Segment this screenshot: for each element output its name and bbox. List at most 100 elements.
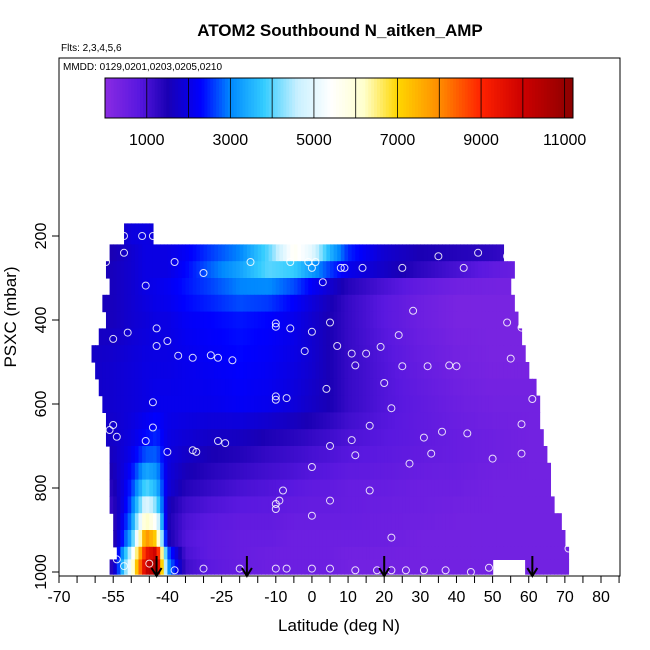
heatmap-cell <box>384 479 389 497</box>
heatmap-cell <box>261 278 266 296</box>
heatmap-cell <box>304 378 309 397</box>
heatmap-cell <box>416 311 421 329</box>
heatmap-cell <box>210 311 215 329</box>
heatmap-cell <box>434 294 439 313</box>
heatmap-cell <box>290 261 295 279</box>
heatmap-cell <box>228 362 234 380</box>
heatmap-cell <box>434 395 439 413</box>
heatmap-cell <box>290 412 295 430</box>
heatmap-cell <box>254 546 259 560</box>
heatmap-cell <box>113 378 118 397</box>
heatmap-cell <box>405 446 411 464</box>
heatmap-cell <box>138 378 143 397</box>
heatmap-cell <box>445 546 450 560</box>
heatmap-cell <box>203 311 208 329</box>
heatmap-cell <box>290 294 295 313</box>
sample-point <box>380 379 389 387</box>
colorbar-segment <box>461 78 466 118</box>
heatmap-cell <box>272 479 277 497</box>
colorbar-segment <box>260 78 264 118</box>
heatmap-cell <box>156 479 161 497</box>
heatmap-cell <box>171 479 176 497</box>
heatmap-cell <box>189 412 194 430</box>
colorbar-segment <box>245 78 249 118</box>
heatmap-cell <box>481 429 486 447</box>
colorbar-segment <box>119 78 124 118</box>
heatmap-cell <box>369 278 374 296</box>
heatmap-cell <box>460 462 465 481</box>
sample-point <box>362 349 371 358</box>
heatmap-cell <box>189 429 194 447</box>
heatmap-cell <box>423 462 429 481</box>
heatmap-cell <box>246 429 252 447</box>
heatmap-cell <box>427 513 432 531</box>
heatmap-cell <box>185 278 190 296</box>
heatmap-cell <box>98 345 103 363</box>
heatmap-cell <box>257 429 262 447</box>
heatmap-cell <box>156 530 161 548</box>
heatmap-cell <box>315 479 320 497</box>
heatmap-cell <box>348 345 353 363</box>
heatmap-cell <box>221 559 226 575</box>
heatmap-cell <box>142 328 147 346</box>
sample-point <box>188 446 197 455</box>
heatmap-cell <box>243 429 248 447</box>
heatmap-cell <box>456 412 461 430</box>
heatmap-cell <box>210 378 215 397</box>
heatmap-cell <box>207 395 212 413</box>
heatmap-cell <box>398 244 403 262</box>
heatmap-cell <box>420 462 425 481</box>
heatmap-cell <box>362 479 367 497</box>
heatmap-cell <box>131 311 136 329</box>
heatmap-cell <box>355 530 360 548</box>
heatmap-cell <box>185 546 190 560</box>
heatmap-cell <box>525 462 530 481</box>
sample-point <box>307 263 316 272</box>
heatmap-cell <box>301 429 306 447</box>
heatmap-cell <box>189 294 194 313</box>
heatmap-cell <box>196 412 201 430</box>
heatmap-cell <box>499 328 505 346</box>
colorbar-segment <box>154 78 159 118</box>
colorbar-segment <box>534 78 539 118</box>
colorbar-segment <box>242 78 246 118</box>
heatmap-cell <box>225 462 230 481</box>
heatmap-cell <box>395 496 400 514</box>
heatmap-cell <box>416 479 421 497</box>
heatmap-cell <box>254 412 259 430</box>
heatmap-cell <box>384 530 389 548</box>
heatmap-cell <box>275 278 281 296</box>
heatmap-cell <box>257 462 262 481</box>
colorbar-segment <box>315 78 320 118</box>
heatmap-cell <box>232 513 237 531</box>
sample-point <box>148 398 157 407</box>
heatmap-cell <box>355 294 360 313</box>
heatmap-cell <box>239 345 244 363</box>
heatmap-cell <box>163 559 168 575</box>
heatmap-cell <box>322 429 327 447</box>
heatmap-cell <box>127 546 132 560</box>
dates-label: MMDD: 0129,0201,0203,0205,0210 <box>63 62 222 73</box>
heatmap-cell <box>485 311 490 329</box>
heatmap-cell <box>272 559 277 575</box>
heatmap-cell <box>535 479 541 497</box>
heatmap-cell <box>304 311 309 329</box>
heatmap-cell <box>550 559 555 575</box>
heatmap-cell <box>308 362 313 380</box>
heatmap-cell <box>145 513 150 531</box>
heatmap-cell <box>391 530 396 548</box>
heatmap-cell <box>507 278 512 296</box>
heatmap-cell <box>167 395 172 413</box>
heatmap-cell <box>246 328 252 346</box>
colorbar-segment <box>558 78 562 118</box>
heatmap-cell <box>449 462 454 481</box>
heatmap-cell <box>434 362 439 380</box>
heatmap-cell <box>272 513 277 531</box>
heatmap-cell <box>178 429 183 447</box>
heatmap-cell <box>330 362 335 380</box>
heatmap-cell <box>254 513 259 531</box>
heatmap-cell <box>322 261 327 279</box>
heatmap-cell <box>442 513 447 531</box>
heatmap-cell <box>463 479 468 497</box>
heatmap-cell <box>181 546 187 560</box>
